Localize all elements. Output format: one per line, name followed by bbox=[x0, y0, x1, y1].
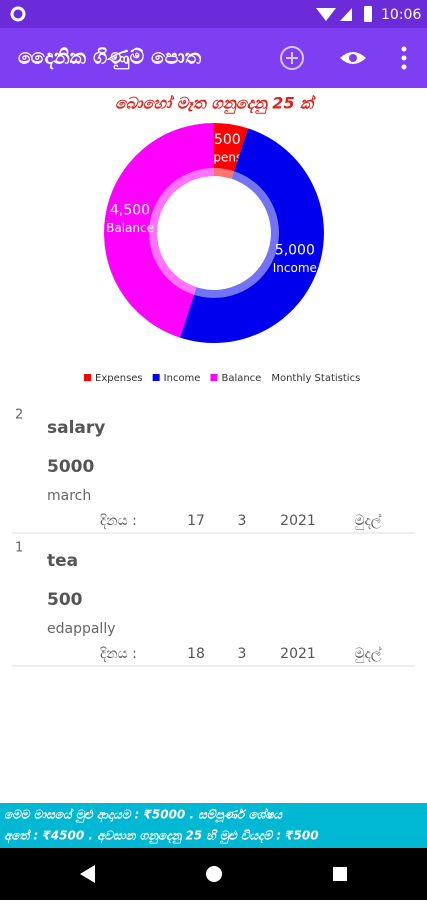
record-year: 2021 bbox=[280, 646, 316, 662]
date-label: දිනය : bbox=[100, 646, 137, 662]
currency-label: මුදල් bbox=[355, 513, 382, 530]
wifi-icon bbox=[316, 8, 336, 21]
record-day: 17 bbox=[187, 513, 205, 529]
view-button[interactable] bbox=[340, 52, 366, 64]
legend-swatch bbox=[210, 374, 218, 381]
legend-swatch bbox=[152, 374, 160, 381]
signal-icon bbox=[340, 8, 352, 21]
legend-label: Income bbox=[164, 373, 201, 384]
slice-label: Income bbox=[273, 261, 317, 275]
footer-line: මෙම මාසයේ මුළු ආදායම : ₹5000 . සම්පූර්ණ … bbox=[4, 807, 283, 823]
date-label: දිනය : bbox=[100, 513, 137, 529]
record-index: 1 bbox=[15, 541, 23, 556]
footer-banner bbox=[0, 803, 427, 848]
record-item: 2 salary 5000 march දිනය : 17 3 2021 මුදල් bbox=[12, 408, 415, 534]
chart-title: බොහෝ මෑත ගනුදෙනු 25 ක් bbox=[115, 94, 316, 115]
record-item: 1 tea 500 edappally දිනය : 18 3 2021 මුදල් bbox=[12, 541, 415, 667]
legend-label: Expenses bbox=[95, 373, 143, 384]
status-time: 10:06 bbox=[381, 7, 421, 23]
record-index: 2 bbox=[15, 408, 23, 423]
status-icon bbox=[10, 6, 26, 22]
record-year: 2021 bbox=[280, 513, 316, 529]
status-bar bbox=[0, 0, 427, 28]
battery-icon bbox=[364, 6, 372, 22]
back-button[interactable] bbox=[80, 865, 95, 883]
record-month: 3 bbox=[238, 513, 247, 529]
donut-ring bbox=[149, 168, 279, 298]
pie-slice bbox=[104, 123, 214, 338]
record-list: 2 salary 5000 march දිනය : 17 3 2021 මුදල් 1 tea 50… bbox=[12, 408, 415, 667]
legend-swatch bbox=[84, 374, 91, 381]
slice-label: Balance bbox=[106, 221, 154, 235]
home-button[interactable] bbox=[206, 866, 222, 882]
pie-slice bbox=[214, 123, 248, 179]
value-label: 4,500 bbox=[110, 203, 150, 219]
currency-label: මුදල් bbox=[355, 646, 382, 663]
menu-button[interactable] bbox=[401, 46, 407, 70]
chart-description: Monthly Statistics bbox=[271, 373, 360, 384]
record-place: march bbox=[47, 488, 91, 504]
record-day: 18 bbox=[187, 646, 205, 662]
app-title: දෛනික ගිණුම් පොත bbox=[18, 45, 202, 71]
add-button[interactable] bbox=[280, 46, 304, 70]
record-month: 3 bbox=[238, 646, 247, 662]
record-place: edappally bbox=[47, 621, 116, 637]
value-label: 500 bbox=[214, 132, 241, 148]
record-name: salary bbox=[47, 418, 105, 438]
value-label: 5,000 bbox=[275, 242, 315, 258]
recents-button[interactable] bbox=[333, 867, 347, 881]
record-amount: 5000 bbox=[47, 457, 94, 477]
record-name: tea bbox=[47, 551, 78, 571]
legend-label: Balance bbox=[221, 373, 261, 384]
footer-line: අතේ : ₹4500 . අවසාන ගනුදෙනු 25 හි මුළු ව… bbox=[4, 828, 319, 844]
record-amount: 500 bbox=[47, 590, 83, 610]
pie-slice bbox=[180, 128, 324, 343]
legend: Expenses Income Balance Monthly Statistics bbox=[84, 373, 360, 384]
